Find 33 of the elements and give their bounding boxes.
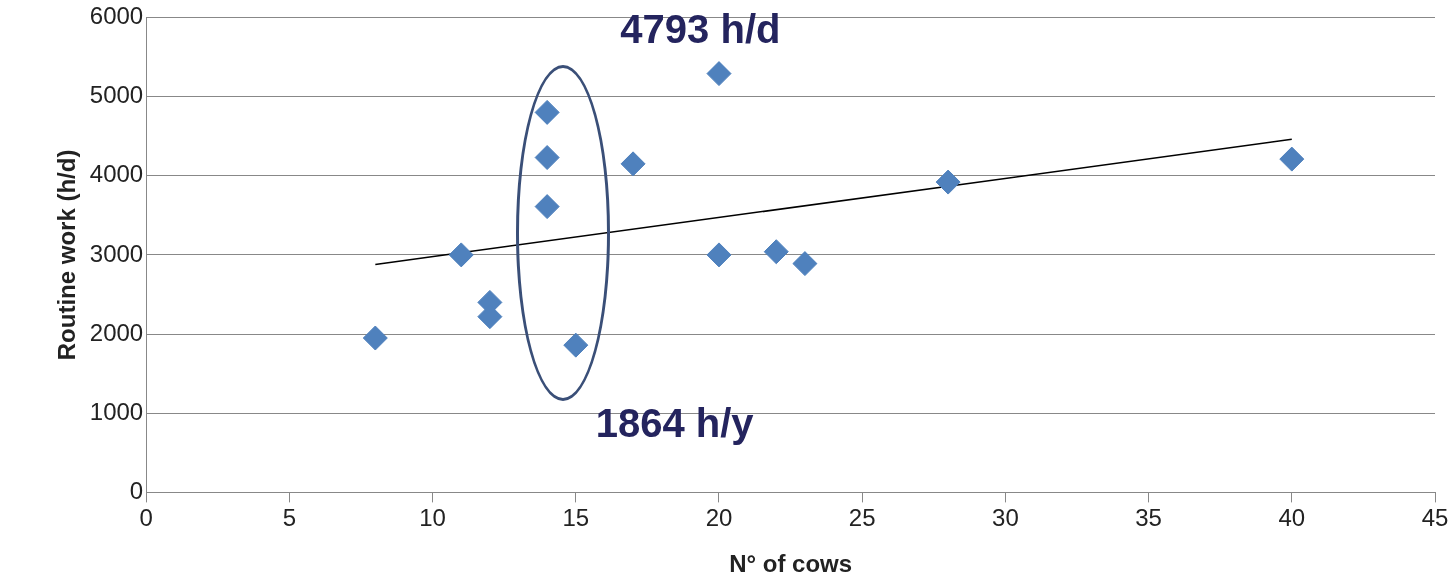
- point: [1279, 146, 1305, 172]
- x-tick-label: 25: [848, 504, 876, 532]
- point: [534, 194, 560, 220]
- point: [563, 332, 589, 358]
- point: [935, 169, 961, 195]
- x-axis-title: N° of cows: [729, 550, 853, 578]
- y-tick-label: 3000: [89, 239, 144, 267]
- point: [792, 251, 818, 277]
- point: [448, 242, 474, 268]
- point: [362, 325, 388, 351]
- y-tick-label: 5000: [89, 81, 144, 109]
- x-tick-label: 5: [282, 504, 297, 532]
- y-tick-label: 0: [129, 477, 144, 505]
- annotation: 4793 h/d: [620, 6, 781, 51]
- point: [706, 61, 732, 87]
- x-tick-label: 35: [1135, 504, 1162, 532]
- y-axis-title: Routine work (h/d): [53, 149, 81, 361]
- annotation: 1864 h/y: [595, 400, 755, 445]
- x-tick-label: 10: [419, 504, 446, 532]
- point: [620, 151, 646, 177]
- y-tick-label: 1000: [89, 397, 144, 425]
- point: [706, 242, 732, 268]
- y-tick-label: 2000: [89, 318, 144, 346]
- y-tick-label: 6000: [89, 2, 144, 30]
- x-tick-label: 40: [1278, 504, 1306, 532]
- point: [534, 145, 560, 171]
- y-tick-label: 4000: [89, 160, 144, 188]
- x-tick-label: 20: [705, 504, 733, 532]
- point: [534, 99, 560, 125]
- x-tick-label: 15: [562, 504, 590, 532]
- x-tick-label: 30: [992, 504, 1019, 532]
- point: [763, 239, 789, 265]
- x-tick-label: 45: [1421, 504, 1449, 532]
